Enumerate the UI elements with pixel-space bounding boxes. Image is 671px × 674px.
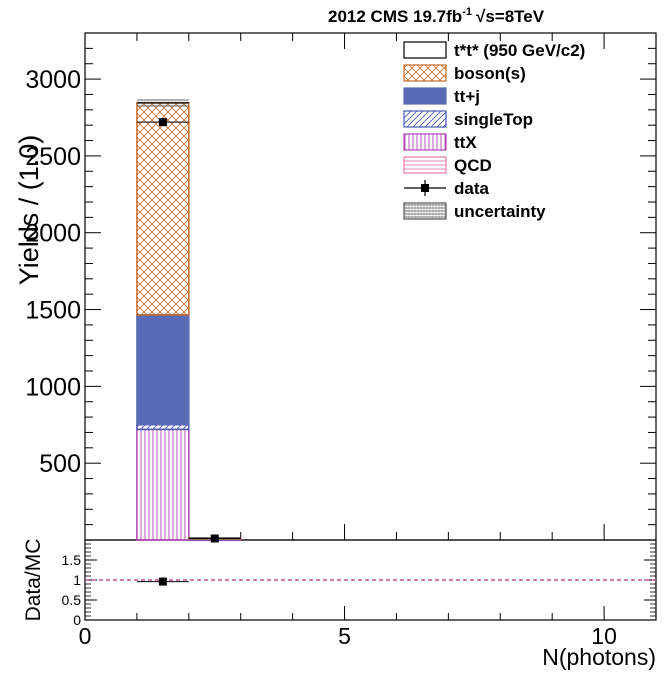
ratio-y-tick-label: 1 xyxy=(73,572,81,588)
svg-text:2012 CMS 19.7fb-1√s=8TeV: 2012 CMS 19.7fb-1 √s=8TeV xyxy=(328,6,545,26)
legend-label-uncertainty: uncertainty xyxy=(454,202,546,221)
legend-label-tt950gevc2: t*t* (950 GeV/c2) xyxy=(454,41,585,60)
data-point xyxy=(210,534,219,543)
y-tick-label: 1000 xyxy=(25,373,81,401)
x-tick-label: 5 xyxy=(338,623,351,649)
data-points xyxy=(136,118,241,543)
legend-swatch-tt950gevc2 xyxy=(403,41,447,59)
y-axis-label: Yields / (1.0) xyxy=(14,135,44,286)
legend-swatch-uncertainty xyxy=(403,202,447,220)
bar-segment-ttj xyxy=(136,314,190,426)
energy-label: s=8TeV xyxy=(485,7,544,26)
legend-label-bosons: boson(s) xyxy=(454,64,526,83)
legend-swatch-ttx xyxy=(403,133,447,151)
legend-marker-point xyxy=(421,184,429,192)
x-tick-label: 0 xyxy=(79,623,92,649)
ratio-content xyxy=(85,577,656,586)
ratio-y-axis-label: Data/MC xyxy=(22,539,45,622)
legend-swatch-qcd xyxy=(403,156,447,174)
ratio-y-tick-label: 0 xyxy=(73,612,81,628)
ratio-y-tick-label: 0.5 xyxy=(62,592,82,608)
legend-label-ttx: ttX xyxy=(454,133,477,152)
bar-segment-bosons xyxy=(136,102,190,316)
legend-swatch-bosons xyxy=(403,64,447,82)
ratio-y-tick-label: 1.5 xyxy=(62,552,82,568)
y-tick-label: 2000 xyxy=(25,220,81,248)
y-tick-label: 1500 xyxy=(25,297,81,325)
lumi-exponent: -1 xyxy=(462,6,472,18)
y-tick-label: 500 xyxy=(39,450,81,478)
header-title: 2012 CMS 19.7fb xyxy=(328,7,462,26)
y-tick-label: 2500 xyxy=(25,143,81,171)
x-tick-label: 10 xyxy=(591,623,617,649)
legend-swatch-ttj xyxy=(403,87,447,105)
data-point xyxy=(158,118,167,127)
x-axis-label: N(photons) xyxy=(542,644,656,670)
legend: t*t* (950 GeV/c2) boson(s) tt+j singleTop tt… xyxy=(403,41,585,221)
main-axes: 500 1000 1500 2000 2500 3000 xyxy=(25,33,657,540)
ratio-axes: 0 0.5 1 1.5 0 5 10 xyxy=(62,543,657,649)
legend-label-qcd: QCD xyxy=(454,156,492,175)
bar-segment-ttx xyxy=(136,428,190,541)
y-tick-label: 3000 xyxy=(25,66,81,94)
legend-label-data: data xyxy=(454,179,490,198)
legend-swatch-singletop xyxy=(403,110,447,128)
ratio-point xyxy=(158,577,167,586)
legend-label-ttj: tt+j xyxy=(454,87,480,106)
legend-label-singletop: singleTop xyxy=(454,110,533,129)
stacked-bars xyxy=(136,99,242,542)
